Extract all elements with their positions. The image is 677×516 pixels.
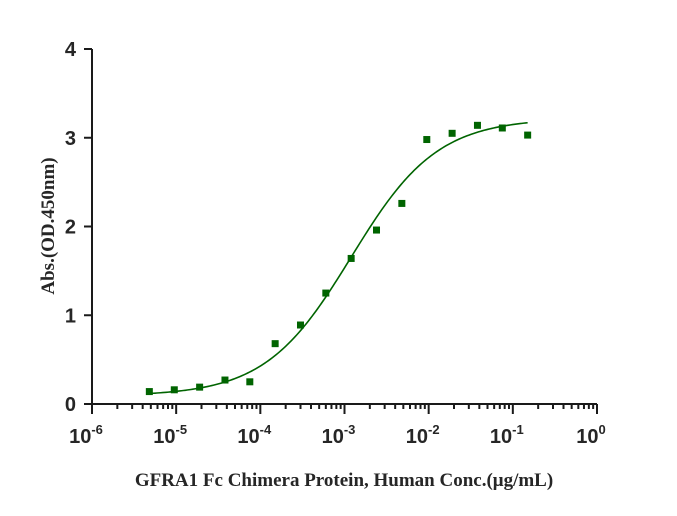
x-axis-title: GFRA1 Fc Chimera Protein, Human Conc.(μg… [135, 470, 553, 491]
data-point [398, 199, 406, 207]
fit-curve [149, 121, 528, 395]
data-point [347, 254, 355, 262]
data-point [423, 136, 431, 144]
y-tick-label: 4 [65, 39, 77, 61]
data-point [196, 383, 204, 391]
data-point [296, 321, 304, 329]
x-tick-label: 100 [576, 422, 605, 448]
y-tick-label: 1 [65, 305, 76, 327]
y-axis-title: Abs.(OD.450nm) [38, 157, 59, 294]
data-point [322, 289, 330, 297]
data-point [373, 226, 381, 234]
data-points-layer [145, 121, 532, 396]
x-tick-label: 10-6 [69, 422, 103, 448]
y-tick-label: 0 [65, 394, 76, 416]
data-point [498, 124, 506, 132]
x-tick-label: 10-4 [237, 422, 272, 448]
y-ticks: 0 1 2 3 4 [65, 39, 92, 416]
data-point [170, 386, 178, 394]
x-ticks: 10-6 10-5 10-4 10-3 10-2 10-1 100 [69, 404, 606, 448]
x-tick-label: 10-1 [490, 422, 524, 448]
x-tick-label: 10-3 [322, 422, 356, 448]
data-point [246, 378, 254, 386]
data-point [271, 340, 279, 348]
data-point [221, 376, 229, 384]
data-point [448, 129, 456, 137]
x-tick-label: 10-5 [153, 422, 187, 448]
data-point [473, 121, 481, 129]
data-point [145, 388, 153, 396]
data-point [524, 131, 532, 139]
y-tick-label: 2 [65, 217, 76, 239]
axes [91, 49, 597, 405]
fit-curve-layer [149, 121, 528, 395]
x-tick-label: 10-2 [406, 422, 440, 448]
y-tick-label: 3 [65, 128, 76, 150]
